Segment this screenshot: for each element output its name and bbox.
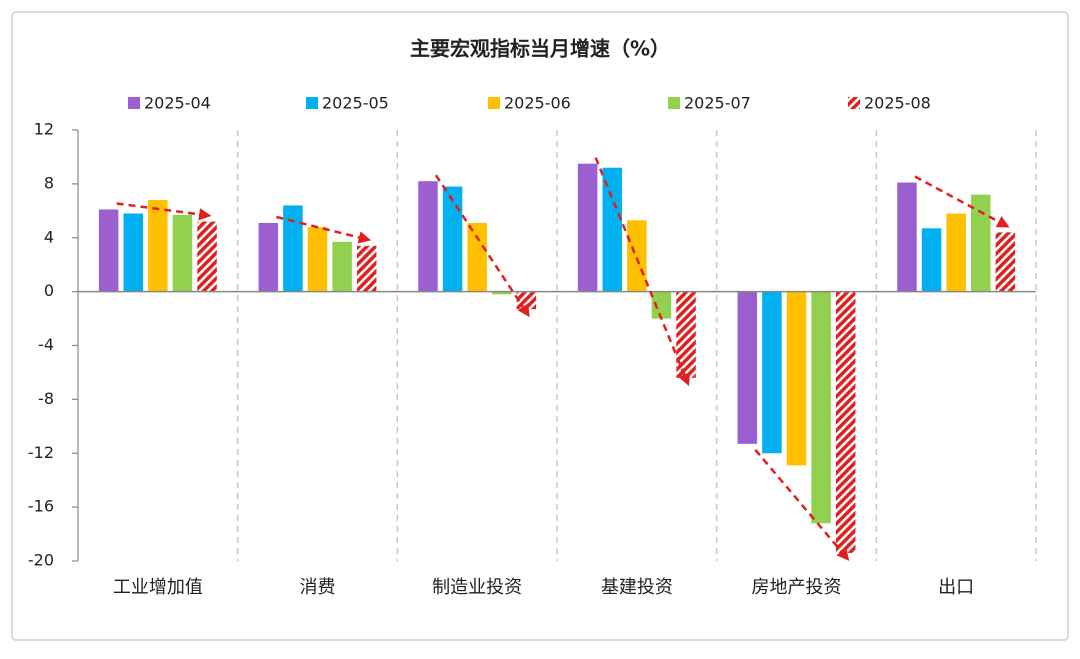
legend-swatch xyxy=(668,97,680,109)
trend-arrow xyxy=(116,202,212,221)
bar xyxy=(971,194,991,292)
bar xyxy=(676,291,696,378)
bar xyxy=(467,222,487,292)
x-tick-label: 制造业投资 xyxy=(432,577,522,598)
bar xyxy=(418,181,438,292)
y-tick-label: -20 xyxy=(28,551,54,570)
bar xyxy=(995,232,1016,292)
frame xyxy=(11,11,1069,641)
bar xyxy=(946,213,966,292)
bar xyxy=(492,291,512,295)
bar xyxy=(332,241,352,292)
chart-title: 主要宏观指标当月增速（%） xyxy=(410,37,670,61)
legend-label: 2025-06 xyxy=(504,94,571,113)
y-tick-label: -8 xyxy=(38,389,54,408)
bar xyxy=(258,222,279,292)
bar xyxy=(356,245,377,292)
trend-arrow xyxy=(275,215,372,244)
trend-arrow xyxy=(434,174,530,318)
legend-swatch xyxy=(848,97,860,109)
x-tick-label: 消费 xyxy=(300,577,336,598)
bar xyxy=(148,200,168,292)
legend-swatch xyxy=(488,97,500,109)
bar xyxy=(897,182,917,292)
bar xyxy=(197,221,217,292)
x-tick-label: 基建投资 xyxy=(601,577,673,598)
bar xyxy=(98,209,119,292)
trend-arrow xyxy=(594,157,691,387)
legend-label: 2025-07 xyxy=(684,94,751,113)
bar xyxy=(762,291,782,454)
bar xyxy=(307,226,328,292)
bar xyxy=(786,291,807,466)
legend-label: 2025-04 xyxy=(144,94,211,113)
y-tick-label: 4 xyxy=(44,227,54,246)
x-tick-label: 房地产投资 xyxy=(752,577,842,598)
bar xyxy=(921,228,942,292)
bar xyxy=(442,186,463,292)
bar xyxy=(811,291,831,524)
legend-label: 2025-05 xyxy=(322,94,389,113)
legend-label: 2025-08 xyxy=(864,94,931,113)
legend-swatch xyxy=(128,97,140,109)
y-tick-label: -16 xyxy=(28,497,54,516)
y-tick-label: 8 xyxy=(44,173,54,192)
bar xyxy=(651,291,672,319)
bar xyxy=(737,291,758,444)
bar xyxy=(123,213,143,292)
bar xyxy=(283,205,303,292)
bar xyxy=(602,167,622,292)
y-tick-label: -4 xyxy=(38,335,54,354)
bar xyxy=(627,220,647,292)
legend-swatch xyxy=(306,97,318,109)
bar xyxy=(835,291,856,553)
y-tick-label: -12 xyxy=(28,443,54,462)
y-tick-label: 12 xyxy=(34,120,54,139)
trend-arrow xyxy=(914,175,1010,228)
x-tick-label: 工业增加值 xyxy=(113,577,203,598)
bar xyxy=(577,163,598,292)
x-tick-label: 出口 xyxy=(938,577,974,598)
y-tick-label: 0 xyxy=(44,281,54,300)
bar xyxy=(172,214,193,292)
